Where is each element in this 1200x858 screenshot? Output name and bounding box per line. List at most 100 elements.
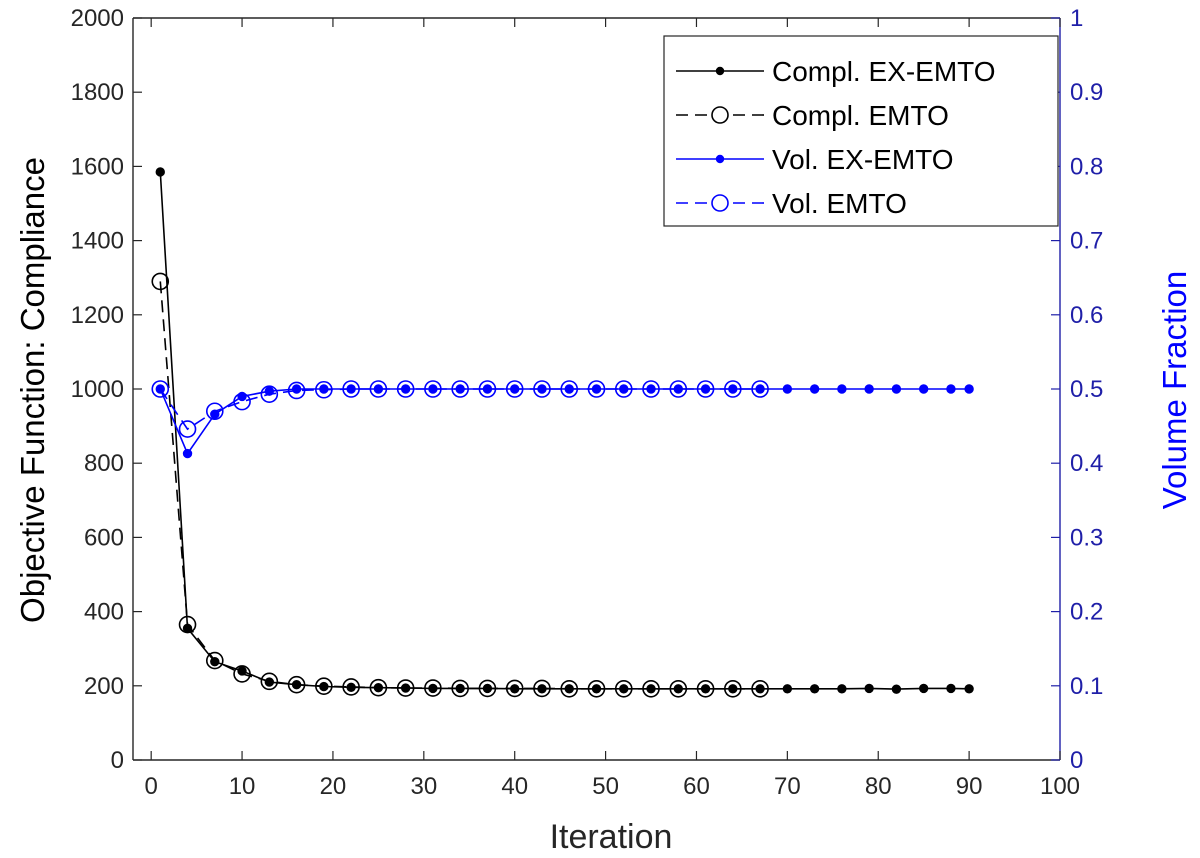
legend-entry: Compl. EX-EMTO <box>676 56 996 87</box>
y2-tick-label: 0.4 <box>1070 450 1103 477</box>
x-tick-label: 40 <box>501 773 528 800</box>
legend-marker <box>711 106 729 124</box>
data-point <box>151 272 170 291</box>
data-point <box>560 679 579 698</box>
data-point <box>891 384 902 394</box>
y2-tick-label: 0 <box>1070 747 1083 774</box>
x-axis-label: Iteration <box>550 818 673 856</box>
data-point <box>614 380 633 398</box>
y2-tick-label: 0.6 <box>1070 302 1103 329</box>
x-tick-label: 70 <box>774 773 801 800</box>
data-point <box>864 384 874 394</box>
x-tick-label: 100 <box>1040 773 1080 800</box>
data-point <box>182 448 193 459</box>
data-point <box>315 380 333 399</box>
data-point <box>260 672 279 691</box>
data-point <box>642 679 660 698</box>
y-tick-label: 0 <box>111 747 124 774</box>
data-point <box>782 684 793 694</box>
data-point <box>451 380 469 398</box>
y2-tick-label: 0.7 <box>1070 228 1103 255</box>
x-tick-label: 90 <box>956 773 983 800</box>
legend: Compl. EX-EMTO Compl. EMTO Vol. EX-EMTO Vol… <box>663 35 1059 227</box>
data-point <box>782 384 793 394</box>
x-tick-label: 30 <box>410 773 437 800</box>
data-point <box>210 656 220 667</box>
legend-entry: Vol. EMTO <box>676 188 907 219</box>
legend-marker <box>715 66 725 76</box>
data-point <box>837 684 847 694</box>
series-layer <box>151 167 974 698</box>
x-tick-label: 10 <box>229 773 256 800</box>
data-point <box>533 380 551 398</box>
x-tick-label: 50 <box>592 773 619 800</box>
series-2 <box>151 272 769 698</box>
series-4 <box>151 380 769 438</box>
y2-tick-label: 1 <box>1070 5 1083 32</box>
y-axis-label: Objective Function: Compliance <box>14 157 51 623</box>
y-tick-label: 1400 <box>71 228 124 255</box>
y2-axis-label: Volume Fraction <box>1156 271 1193 509</box>
data-point <box>946 683 956 694</box>
data-point <box>560 380 579 398</box>
data-point <box>424 380 442 398</box>
legend-marker <box>711 194 729 212</box>
data-point <box>809 684 820 694</box>
data-point <box>696 679 715 698</box>
data-point <box>724 380 742 398</box>
data-point <box>478 679 497 698</box>
data-point <box>505 679 524 698</box>
data-point <box>946 384 956 394</box>
data-point <box>964 684 974 694</box>
data-point <box>891 684 902 694</box>
x-tick-label: 20 <box>320 773 347 800</box>
data-point <box>964 384 974 394</box>
series-line <box>159 388 761 431</box>
data-point <box>396 380 415 398</box>
data-point <box>918 683 929 694</box>
y-tick-label: 200 <box>84 673 124 700</box>
data-point <box>669 380 688 398</box>
data-point <box>291 384 302 394</box>
data-point <box>751 679 769 698</box>
y2-tick-label: 0.8 <box>1070 153 1103 180</box>
y-tick-label: 600 <box>84 524 124 551</box>
y2-tick-label: 0.2 <box>1070 599 1103 626</box>
legend-label: Vol. EMTO <box>772 188 907 219</box>
data-point <box>205 402 224 421</box>
y2-tick-label: 0.1 <box>1070 673 1103 700</box>
y-tick-label: 1200 <box>71 302 124 329</box>
data-point <box>533 679 551 698</box>
data-point <box>315 677 333 695</box>
x-tick-label: 0 <box>144 773 157 800</box>
data-point <box>751 380 769 398</box>
data-point <box>642 380 660 398</box>
data-point <box>233 665 251 683</box>
legend-entry: Compl. EMTO <box>676 100 949 131</box>
y-tick-label: 1000 <box>71 376 124 403</box>
data-point <box>369 678 388 697</box>
data-point <box>451 679 469 698</box>
legend-label: Compl. EX-EMTO <box>772 56 996 87</box>
data-point <box>669 679 688 698</box>
data-point <box>287 675 306 694</box>
data-point <box>587 679 606 698</box>
y-tick-label: 2000 <box>71 5 124 32</box>
data-point <box>260 385 279 403</box>
data-point <box>864 683 874 694</box>
y-tick-label: 1800 <box>71 79 124 106</box>
y-tick-label: 800 <box>84 450 124 477</box>
data-point <box>478 380 497 398</box>
data-point <box>614 679 633 698</box>
data-point <box>155 167 165 177</box>
legend-label: Compl. EMTO <box>772 100 949 131</box>
data-point <box>342 380 360 398</box>
legend-marker <box>715 154 725 164</box>
data-point <box>151 380 170 398</box>
data-point <box>673 384 683 394</box>
data-point <box>237 666 247 676</box>
y-tick-label: 1600 <box>71 153 124 180</box>
x-tick-label: 60 <box>683 773 710 800</box>
data-point <box>424 679 442 697</box>
